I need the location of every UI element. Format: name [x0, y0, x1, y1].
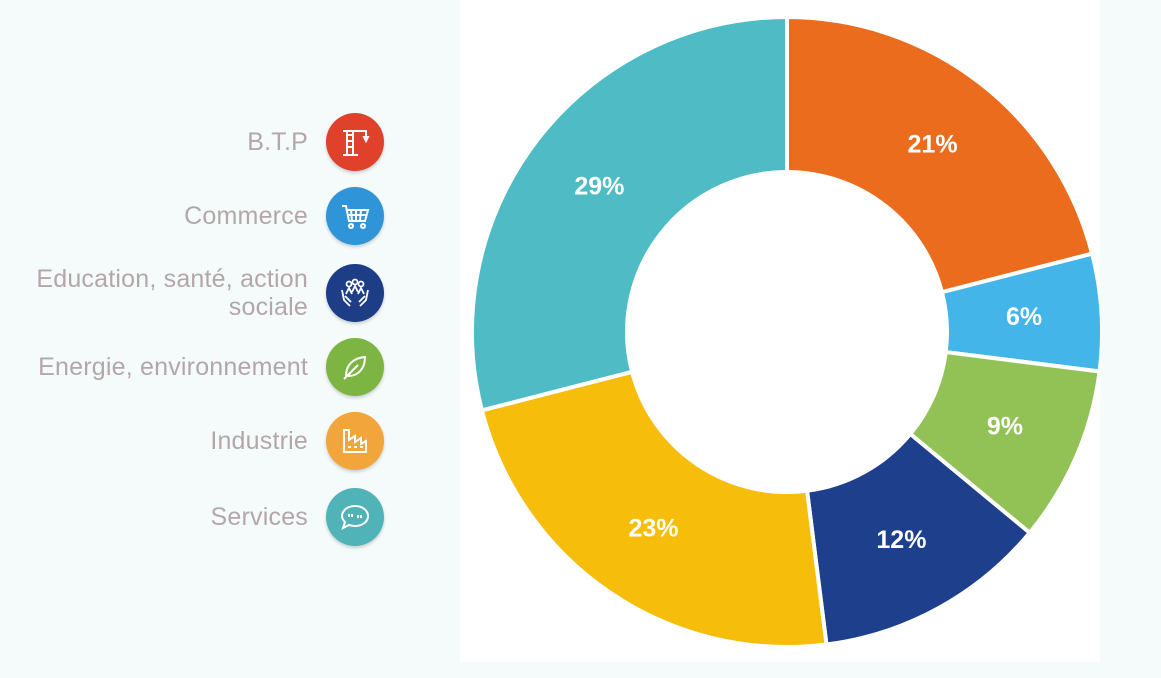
legend-label-energie: Energie, environnement	[38, 353, 308, 381]
slice-label-5: 23%	[628, 514, 678, 542]
slice-label-6: 29%	[574, 172, 624, 200]
leaf-icon	[326, 338, 384, 396]
legend-item-industrie: Industrie	[210, 412, 384, 470]
shopping-cart-icon	[326, 187, 384, 245]
chart-legend: B.T.P Commerce Education, santé, action s…	[0, 0, 460, 678]
donut-slice-4	[804, 431, 1033, 647]
chart-panel: 21% 6% 9% 12% 23% 29%	[460, 0, 1100, 662]
legend-item-education: Education, santé, action sociale	[8, 264, 384, 322]
factory-icon	[326, 412, 384, 470]
helping-hands-icon	[326, 264, 384, 322]
legend-label-services: Services	[210, 503, 308, 531]
legend-item-energie: Energie, environnement	[38, 338, 384, 396]
donut-slice-1	[785, 14, 1095, 295]
slice-label-1: 21%	[908, 130, 958, 158]
legend-label-industrie: Industrie	[210, 427, 308, 455]
donut-slice-6	[470, 14, 789, 413]
legend-item-services: Services	[211, 488, 384, 546]
legend-item-commerce: Commerce	[184, 187, 384, 245]
donut-chart: 21% 6% 9% 12% 23% 29%	[470, 14, 1100, 649]
donut-slice-5	[479, 369, 829, 649]
legend-label-btp: B.T.P	[247, 128, 308, 156]
legend-label-commerce: Commerce	[184, 202, 308, 230]
crane-icon	[326, 113, 384, 171]
slice-label-4: 12%	[876, 526, 926, 554]
legend-item-btp: B.T.P	[247, 113, 384, 171]
slice-label-2: 6%	[1006, 303, 1042, 331]
slice-label-3: 9%	[987, 412, 1023, 440]
legend-label-education: Education, santé, action sociale	[36, 265, 308, 321]
speech-bubble-icon	[326, 488, 384, 546]
